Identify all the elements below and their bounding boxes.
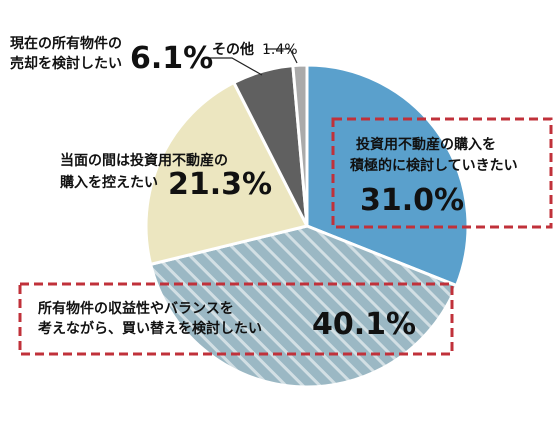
slice-label-buy-line1: 投資用不動産の購入を [356, 136, 496, 153]
highlight-box-replace [18, 282, 454, 356]
slice-hold [144, 80, 310, 267]
leader-line-sell [207, 57, 263, 76]
slice-value-hold: 21.3% [168, 167, 272, 202]
highlight-box-buy [331, 117, 553, 229]
slice-label-hold-line2: 購入を控えたい [59, 174, 158, 191]
slice-other [291, 63, 309, 227]
slice-label-hold-line1: 当面の間は投資用不動産の [60, 152, 228, 169]
slice-label-replace-line1: 所有物件の収益性やバランスを [38, 300, 234, 317]
slice-value-buy: 31.0% [360, 183, 464, 218]
slice-label-sell-line1: 現在の所有物件の [10, 35, 122, 52]
slice-value-replace: 40.1% [312, 307, 416, 342]
leader-line-other [265, 48, 298, 64]
slice-value-other: 1.4% [262, 42, 298, 58]
pie-slices [144, 63, 470, 389]
slice-value-sell: 6.1% [130, 41, 213, 76]
slice-label-other: その他 [212, 41, 254, 58]
slice-replace [148, 224, 459, 389]
slice-label-buy-line2: 積極的に検討していきたい [349, 157, 518, 174]
slice-label-sell-line2: 売却を検討したい [10, 55, 122, 72]
slice-label-replace-line2: 考えながら、買い替えを検討したい [38, 320, 262, 337]
